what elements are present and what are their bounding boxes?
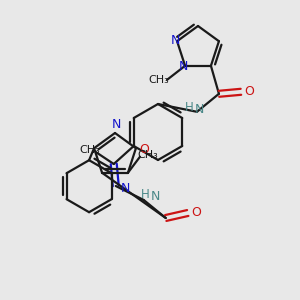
Text: N: N bbox=[121, 182, 130, 194]
Text: N: N bbox=[170, 34, 180, 47]
Text: O: O bbox=[244, 85, 254, 98]
Text: N: N bbox=[195, 103, 205, 116]
Text: O: O bbox=[191, 206, 201, 220]
Text: O: O bbox=[139, 143, 149, 156]
Text: N: N bbox=[111, 118, 121, 131]
Text: CH₃: CH₃ bbox=[149, 75, 170, 85]
Text: H: H bbox=[184, 101, 193, 114]
Text: CH₃: CH₃ bbox=[138, 150, 158, 160]
Text: N: N bbox=[151, 190, 160, 203]
Text: N: N bbox=[178, 60, 188, 73]
Text: CH₃: CH₃ bbox=[80, 145, 100, 155]
Text: H: H bbox=[140, 188, 149, 202]
